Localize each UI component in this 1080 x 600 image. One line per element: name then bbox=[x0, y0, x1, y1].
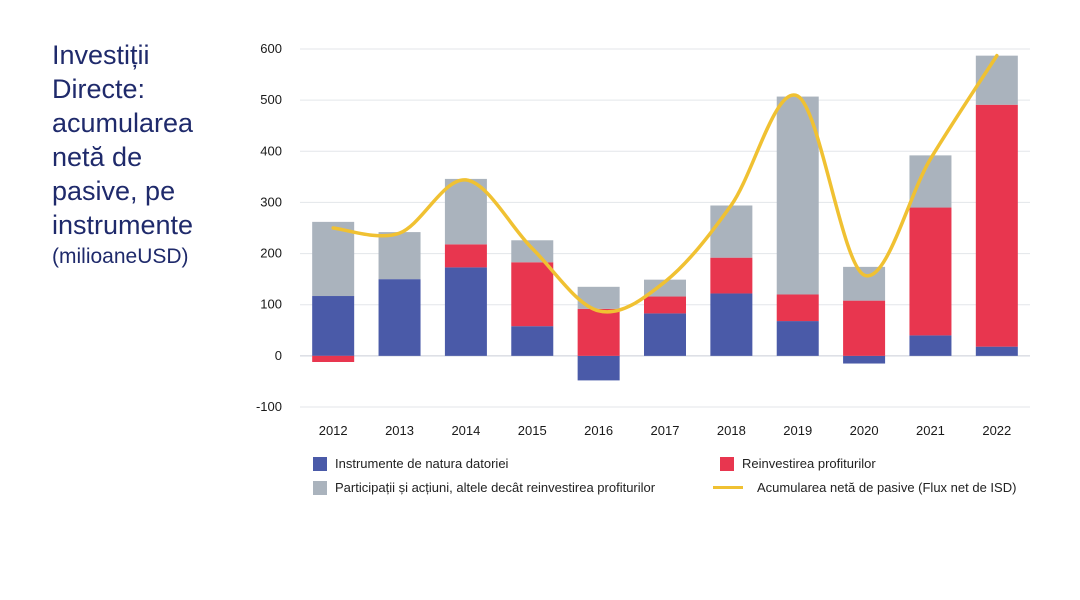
legend-label: Acumularea netă de pasive (Flux net de I… bbox=[757, 480, 1017, 495]
y-axis-ticks: -100 0 100 200 300 400 500 600 bbox=[256, 41, 282, 414]
bar-segment bbox=[378, 232, 421, 280]
bar-segment bbox=[710, 205, 753, 258]
bar-segment bbox=[644, 296, 686, 314]
y-tick-label: 100 bbox=[260, 297, 282, 312]
bar-segment bbox=[444, 244, 487, 268]
x-tick-label: 2022 bbox=[982, 423, 1011, 438]
bar-segment bbox=[776, 321, 819, 356]
line-series bbox=[331, 53, 999, 314]
bar-segment bbox=[776, 96, 819, 295]
bar-segment bbox=[312, 221, 355, 297]
bars bbox=[312, 55, 1018, 381]
bar-segment bbox=[710, 257, 753, 294]
bar-segment bbox=[312, 296, 355, 356]
x-tick-label: 2014 bbox=[451, 423, 480, 438]
bar-segment bbox=[444, 178, 487, 245]
legend-swatch-line bbox=[713, 486, 743, 489]
bar-segment bbox=[644, 279, 686, 297]
x-tick-label: 2021 bbox=[916, 423, 945, 438]
bar-segment bbox=[710, 293, 753, 356]
bar-segment bbox=[843, 300, 886, 356]
bar-segment bbox=[511, 240, 554, 263]
chart-area: -100 0 100 200 300 400 500 600 2012 2013 2014 2015… bbox=[256, 41, 1030, 438]
gridlines bbox=[300, 48, 1030, 408]
chart-title-line: acumularea bbox=[52, 108, 194, 138]
legend-item-debt: Instrumente de natura datoriei bbox=[313, 456, 508, 471]
x-tick-label: 2013 bbox=[385, 423, 414, 438]
y-tick-label: -100 bbox=[256, 399, 282, 414]
x-tick-label: 2012 bbox=[319, 423, 348, 438]
x-tick-label: 2017 bbox=[651, 423, 680, 438]
y-tick-label: 500 bbox=[260, 92, 282, 107]
bar-segment bbox=[909, 207, 952, 336]
legend-item-reinvestment: Reinvestirea profiturilor bbox=[720, 456, 876, 471]
bar-segment bbox=[444, 267, 487, 356]
bar-segment bbox=[843, 266, 886, 301]
bar-segment bbox=[644, 313, 686, 356]
y-tick-label: 600 bbox=[260, 41, 282, 56]
x-tick-label: 2020 bbox=[850, 423, 879, 438]
bar-segment bbox=[909, 155, 952, 208]
y-tick-label: 400 bbox=[260, 143, 282, 158]
chart-subtitle: (milioaneUSD) bbox=[52, 245, 189, 268]
legend-swatch bbox=[313, 480, 327, 495]
x-tick-label: 2019 bbox=[783, 423, 812, 438]
x-tick-label: 2016 bbox=[584, 423, 613, 438]
bar-segment bbox=[577, 308, 620, 356]
legend-item-equity: Participații și acțiuni, altele decât re… bbox=[313, 480, 655, 495]
x-tick-label: 2015 bbox=[518, 423, 547, 438]
legend-swatch bbox=[313, 456, 327, 471]
bar-segment bbox=[577, 355, 620, 381]
x-axis-ticks: 2012 2013 2014 2015 2016 2017 2018 2019 2020 2021… bbox=[319, 423, 1012, 438]
chart-title-line: Investiții bbox=[52, 40, 150, 70]
bar-segment bbox=[511, 262, 554, 327]
chart-title-line: instrumente bbox=[52, 210, 194, 240]
bar-segment bbox=[776, 294, 819, 322]
bar-segment bbox=[577, 286, 620, 309]
chart-title-line: netă de bbox=[52, 142, 143, 172]
legend-item-net-flow: Acumularea netă de pasive (Flux net de I… bbox=[713, 480, 1016, 495]
chart-title-line: pasive, pe bbox=[52, 176, 176, 206]
bar-segment bbox=[511, 326, 554, 356]
bar-segment bbox=[843, 355, 886, 364]
chart-title-line: Directe: bbox=[52, 74, 146, 104]
bar-segment bbox=[312, 355, 355, 362]
y-tick-label: 300 bbox=[260, 194, 282, 209]
bar-segment bbox=[378, 279, 421, 356]
x-tick-label: 2018 bbox=[717, 423, 746, 438]
legend-label: Instrumente de natura datoriei bbox=[335, 456, 509, 471]
bar-segment bbox=[975, 346, 1018, 356]
y-tick-label: 200 bbox=[260, 246, 282, 261]
legend-label: Participații și acțiuni, altele decât re… bbox=[335, 480, 656, 495]
legend-swatch bbox=[720, 456, 734, 471]
title-block: Investiții Directe: acumularea netă de p… bbox=[52, 38, 252, 272]
net-flow-line bbox=[331, 53, 999, 314]
y-tick-label: 0 bbox=[275, 348, 282, 363]
bar-segment bbox=[975, 104, 1018, 347]
legend-label: Reinvestirea profiturilor bbox=[742, 456, 876, 471]
bar-segment bbox=[909, 335, 952, 356]
